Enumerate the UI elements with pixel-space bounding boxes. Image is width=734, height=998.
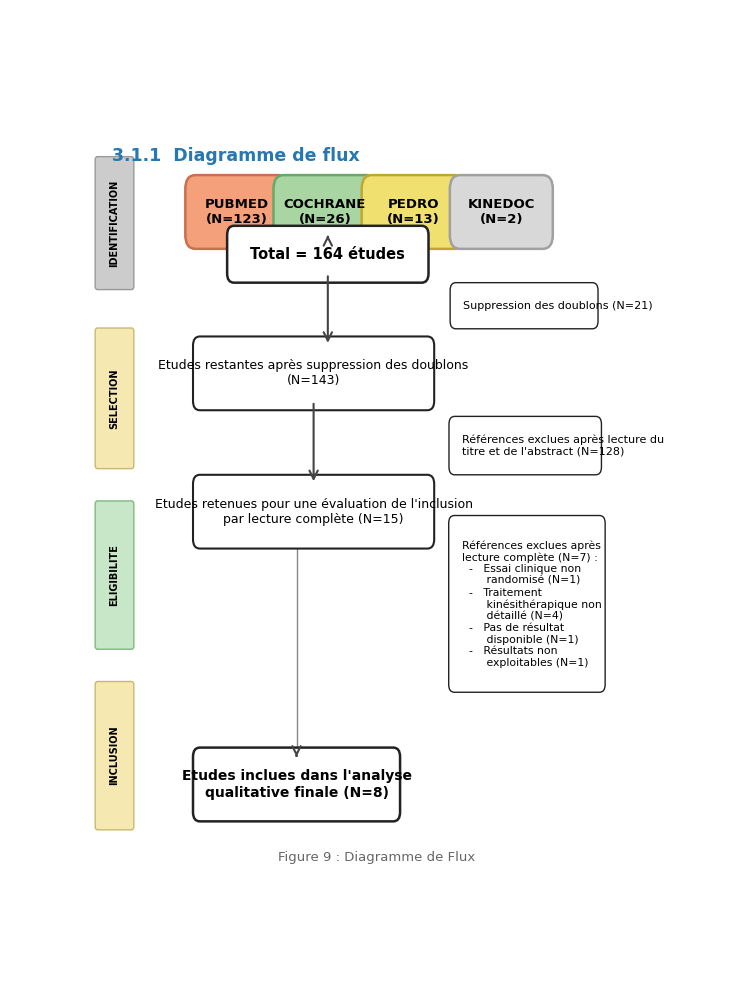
FancyBboxPatch shape: [185, 175, 288, 249]
FancyBboxPatch shape: [362, 175, 465, 249]
Text: 3.1.1  Diagramme de flux: 3.1.1 Diagramme de flux: [112, 147, 360, 165]
Text: KINEDOC
(N=2): KINEDOC (N=2): [468, 198, 535, 226]
Text: PEDRO
(N=13): PEDRO (N=13): [387, 198, 440, 226]
FancyBboxPatch shape: [274, 175, 377, 249]
FancyBboxPatch shape: [95, 501, 134, 650]
FancyBboxPatch shape: [449, 416, 601, 475]
Text: COCHRANE
(N=26): COCHRANE (N=26): [284, 198, 366, 226]
Text: Etudes retenues pour une évaluation de l'inclusion
par lecture complète (N=15): Etudes retenues pour une évaluation de l…: [155, 498, 473, 526]
Text: Total = 164 études: Total = 164 études: [250, 247, 405, 261]
Text: Références exclues après
lecture complète (N=7) :
  -   Essai clinique non
     : Références exclues après lecture complèt…: [462, 540, 602, 668]
FancyBboxPatch shape: [450, 175, 553, 249]
FancyBboxPatch shape: [450, 282, 598, 328]
FancyBboxPatch shape: [227, 226, 429, 282]
Text: Figure 9 : Diagramme de Flux: Figure 9 : Diagramme de Flux: [277, 851, 475, 864]
Text: Etudes restantes après suppression des doublons
(N=143): Etudes restantes après suppression des d…: [159, 359, 469, 387]
Text: ELIGIBILITE: ELIGIBILITE: [109, 544, 120, 606]
FancyBboxPatch shape: [95, 157, 134, 289]
Text: Suppression des doublons (N=21): Suppression des doublons (N=21): [463, 300, 653, 310]
Text: PUBMED
(N=123): PUBMED (N=123): [205, 198, 269, 226]
FancyBboxPatch shape: [95, 682, 134, 829]
FancyBboxPatch shape: [193, 475, 435, 549]
Text: IDENTIFICATION: IDENTIFICATION: [109, 180, 120, 266]
FancyBboxPatch shape: [448, 516, 605, 693]
Text: SELECTION: SELECTION: [109, 368, 120, 428]
Text: INCLUSION: INCLUSION: [109, 726, 120, 785]
Text: Etudes inclues dans l'analyse
qualitative finale (N=8): Etudes inclues dans l'analyse qualitativ…: [181, 769, 412, 799]
FancyBboxPatch shape: [193, 336, 435, 410]
FancyBboxPatch shape: [95, 328, 134, 469]
FancyBboxPatch shape: [193, 748, 400, 821]
Text: Références exclues après lecture du
titre et de l'abstract (N=128): Références exclues après lecture du titr…: [462, 434, 664, 457]
